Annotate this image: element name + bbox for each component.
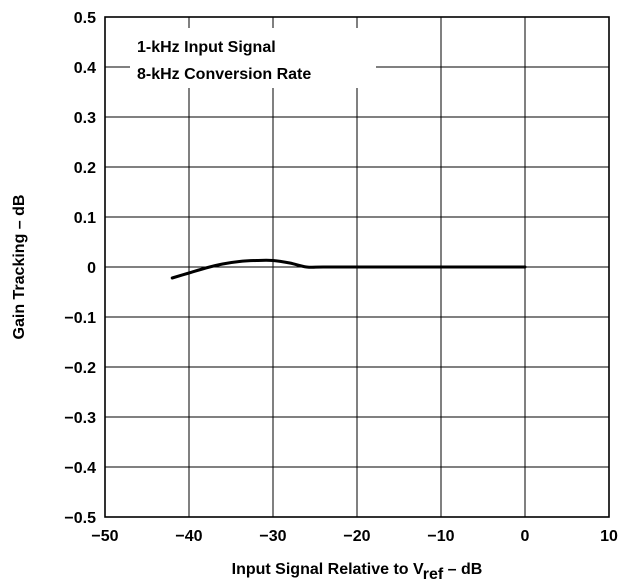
y-tick-label: −0.1 — [64, 310, 96, 327]
y-tick-label: −0.4 — [64, 460, 96, 477]
y-tick-label: 0.3 — [74, 110, 96, 127]
y-axis-label: Gain Tracking – dB — [11, 195, 28, 340]
y-tick-label: 0.5 — [74, 10, 96, 27]
annotation-line-2: 8-kHz Conversion Rate — [137, 66, 311, 83]
gain-tracking-line — [170, 258, 527, 280]
x-axis-label-suffix: – dB — [443, 561, 482, 578]
y-tick-label: −0.3 — [64, 410, 96, 427]
y-tick-label: 0.4 — [74, 60, 96, 77]
x-tick-label: 0 — [521, 528, 530, 545]
x-tick-label: −40 — [175, 528, 202, 545]
data-series — [170, 258, 527, 280]
plot-frame — [104, 16, 610, 518]
y-tick-label: −0.2 — [64, 360, 96, 377]
x-axis-label-subscript: ref — [423, 566, 444, 583]
y-tick-label: 0.2 — [74, 160, 96, 177]
y-tick-label: −0.5 — [64, 510, 96, 527]
annotation-line-1: 1-kHz Input Signal — [137, 39, 276, 56]
y-tick-label: 0 — [87, 260, 96, 277]
y-tick-label: 0.1 — [74, 210, 96, 227]
x-axis-label-prefix: Input Signal Relative to V — [232, 561, 424, 578]
x-tick-label: −50 — [91, 528, 118, 545]
annotation-background — [130, 28, 376, 88]
y-axis-tick-labels: 0.5 0.4 0.3 0.2 0.1 0 −0.1 −0.2 −0.3 −0.4 −0.5 — [64, 10, 96, 527]
x-tick-label: −30 — [259, 528, 286, 545]
x-tick-label: −20 — [343, 528, 370, 545]
x-tick-label: 10 — [600, 528, 618, 545]
x-tick-label: −10 — [427, 528, 454, 545]
x-axis-label: Input Signal Relative to Vref – dB — [232, 561, 483, 583]
x-axis-tick-labels: −50 −40 −30 −20 −10 0 10 — [91, 528, 618, 545]
